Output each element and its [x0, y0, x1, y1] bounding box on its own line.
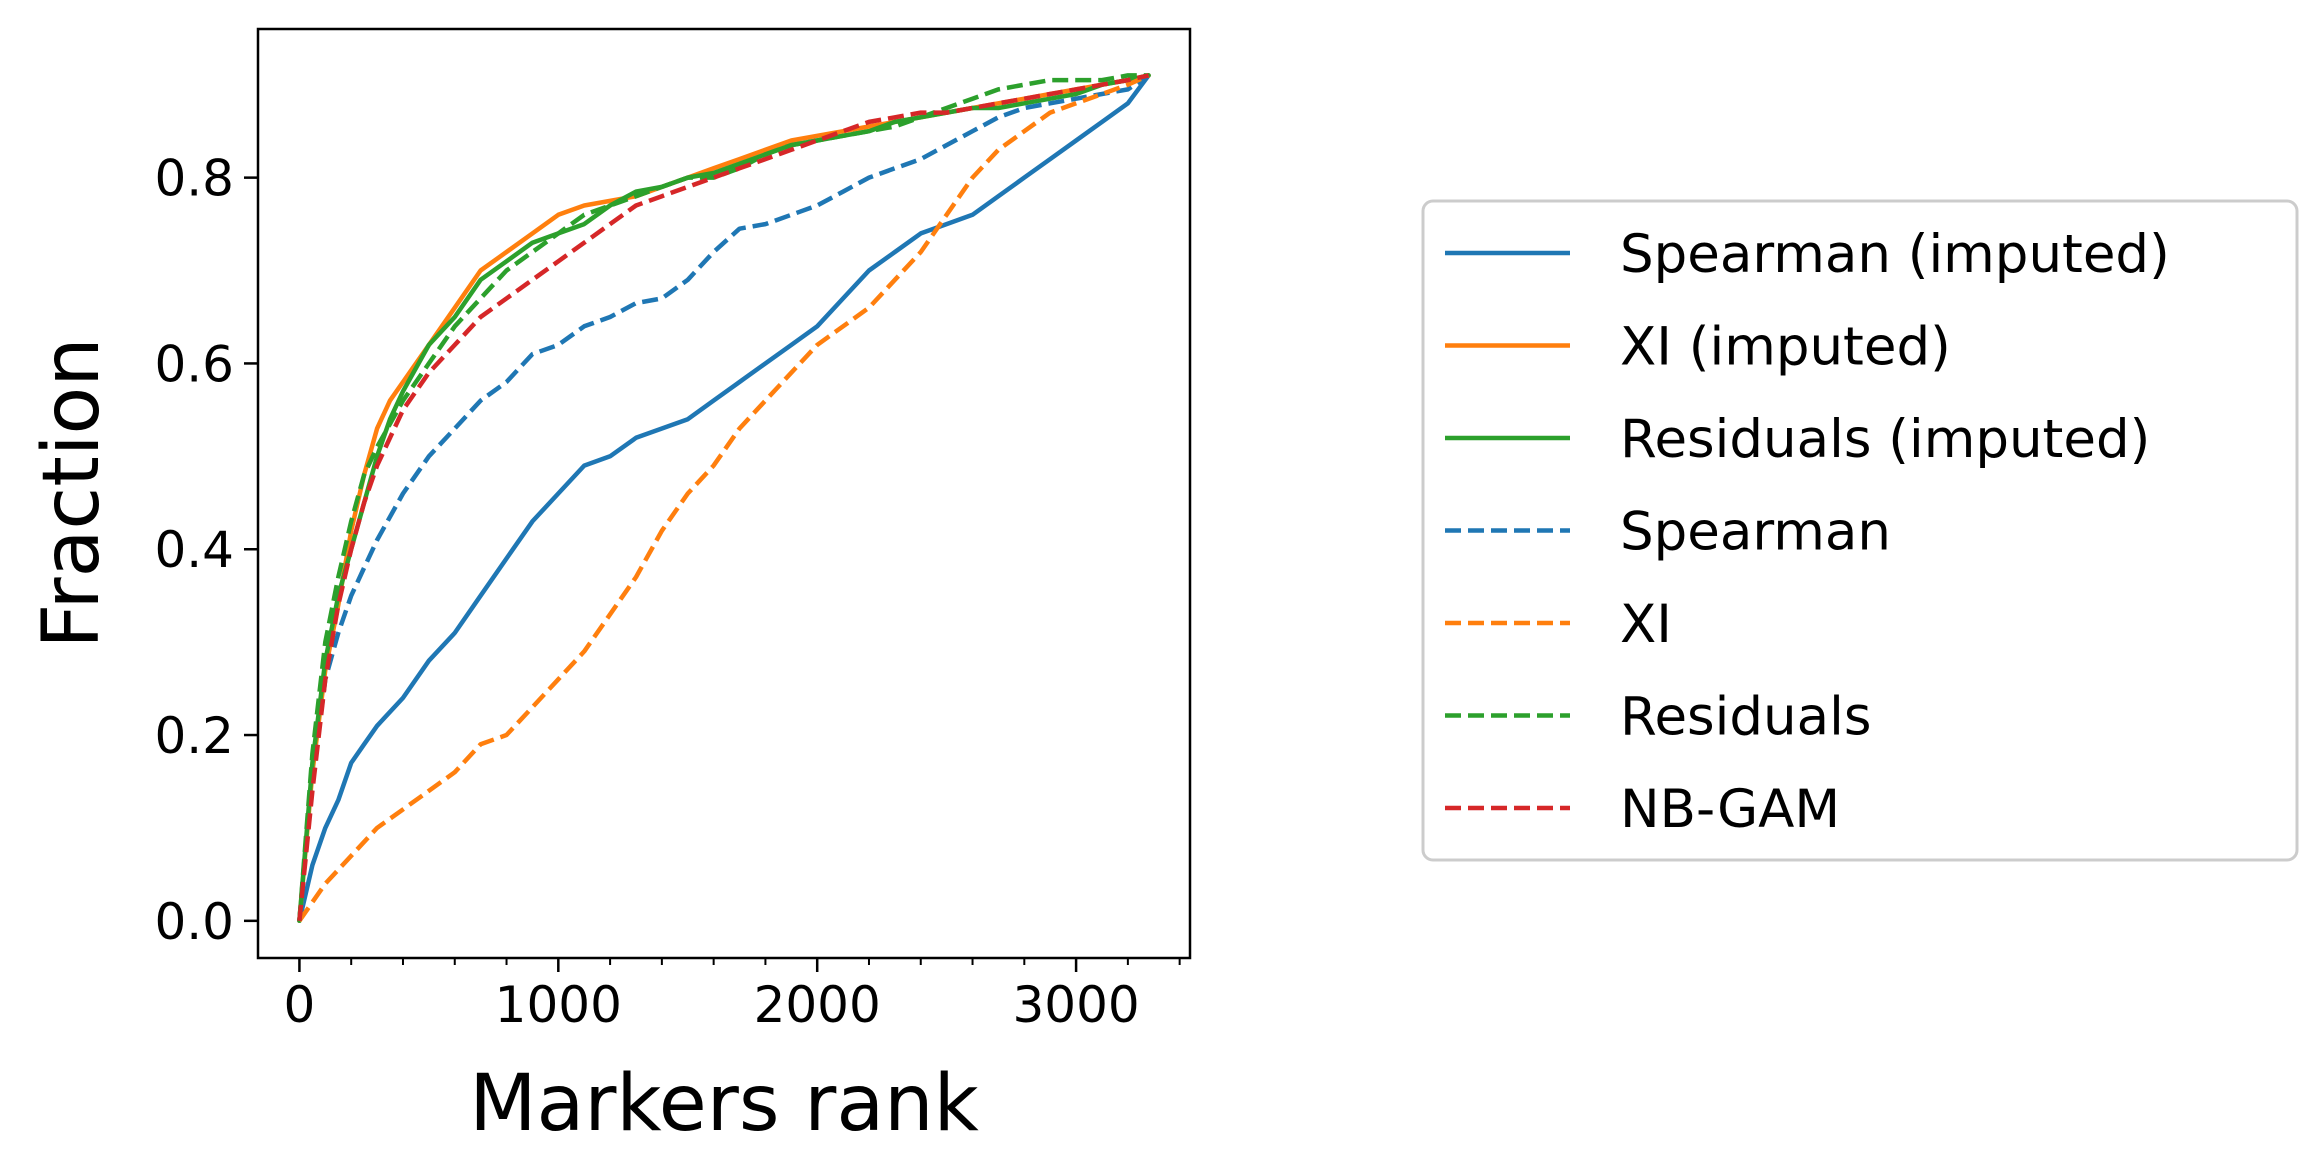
plot-lines	[297, 73, 1151, 924]
legend-label-2: Residuals (imputed)	[1620, 409, 2150, 470]
legend-label-6: NB-GAM	[1620, 779, 1840, 840]
series-line-2	[297, 73, 1151, 924]
axes-frame	[256, 27, 1192, 960]
legend-label-0: Spearman (imputed)	[1620, 224, 2170, 285]
x-tick-label: 2000	[754, 976, 881, 1034]
x-tick-label: 0	[284, 976, 316, 1034]
legend-label-4: XI	[1620, 594, 1672, 655]
series-line-3	[297, 73, 1150, 922]
y-tick-label: 0.4	[154, 521, 234, 579]
series-line-5	[297, 73, 1149, 921]
legend-label-5: Residuals	[1620, 687, 1871, 748]
series-line-6	[297, 73, 1150, 922]
x-axis: 0 1000 2000 3000	[284, 958, 1181, 1034]
x-tick-label: 3000	[1012, 976, 1139, 1034]
y-tick-label: 0.6	[154, 335, 234, 393]
series-line-1	[297, 73, 1151, 924]
y-tick-label: 0.0	[154, 893, 234, 951]
legend-label-1: XI (imputed)	[1620, 317, 1951, 378]
x-tick-label: 1000	[495, 976, 622, 1034]
y-tick-label: 0.8	[154, 150, 234, 208]
legend-label-3: Spearman	[1620, 502, 1891, 563]
y-axis: 0.0 0.2 0.4 0.6 0.8	[154, 150, 258, 951]
y-tick-label: 0.2	[154, 707, 234, 765]
series-line-0	[297, 73, 1151, 924]
legend-frame	[1421, 199, 2299, 862]
x-axis-title: Markers rank	[469, 1059, 979, 1149]
series-line-4	[297, 73, 1150, 923]
legend: Spearman (imputed) XI (imputed) Residuals …	[1421, 199, 2299, 862]
y-axis-title: Fraction	[27, 337, 117, 648]
